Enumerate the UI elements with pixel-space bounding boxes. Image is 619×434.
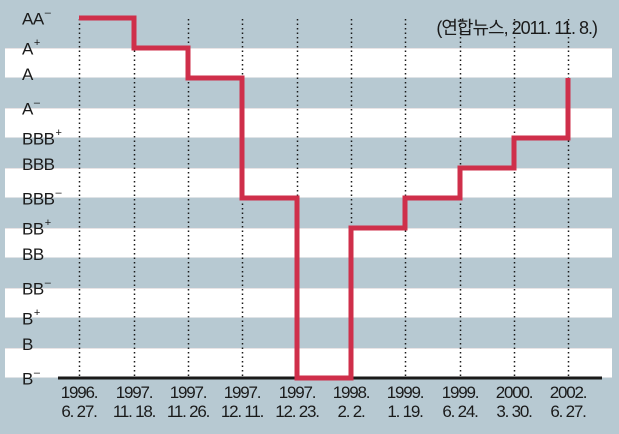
y-tick-label: A+: [22, 36, 40, 59]
y-tick-base: A: [22, 65, 33, 84]
y-tick-label: BB: [22, 246, 44, 264]
y-tick-label: BB–: [22, 276, 51, 299]
band: [5, 348, 612, 378]
y-tick-modifier: –: [55, 187, 62, 199]
y-tick-label: A: [22, 66, 33, 84]
x-tick-label: 2002. 6. 27.: [549, 383, 588, 421]
source-annotation: (연합뉴스, 2011. 11. 8.): [436, 18, 598, 38]
y-tick-base: BBB: [22, 155, 55, 174]
y-tick-base: BBB: [22, 129, 55, 149]
y-tick-modifier: –: [44, 7, 51, 19]
y-tick-base: BBB: [22, 189, 55, 209]
band: [5, 288, 612, 318]
y-tick-base: B: [22, 335, 33, 354]
x-tick-label: 1997. 11. 26.: [166, 383, 211, 421]
y-tick-base: B: [22, 309, 33, 329]
y-tick-label: BBB+: [22, 126, 62, 149]
y-tick-modifier: +: [33, 37, 40, 49]
y-tick-label: BBB: [22, 156, 55, 174]
y-tick-base: AA: [22, 9, 44, 29]
y-tick-label: B–: [22, 366, 40, 389]
y-tick-modifier: –: [44, 277, 51, 289]
y-tick-label: A–: [22, 96, 40, 119]
y-tick-modifier: +: [44, 217, 51, 229]
y-tick-modifier: +: [55, 127, 62, 139]
y-tick-label: BBB–: [22, 186, 62, 209]
x-tick-label: 1997. 11. 18.: [112, 383, 157, 421]
x-tick-label: 1999. 1. 19.: [386, 383, 425, 421]
y-tick-label: AA–: [22, 6, 51, 29]
y-tick-label: B+: [22, 306, 40, 329]
band: [5, 48, 612, 78]
band: [5, 228, 612, 258]
y-tick-base: BB: [22, 279, 44, 299]
x-tick-label: 1999. 6. 24.: [441, 383, 480, 421]
band: [5, 168, 612, 198]
x-tick-label: 1997. 12. 23.: [275, 383, 320, 421]
y-tick-modifier: –: [33, 367, 40, 379]
x-tick-label: 1996. 6. 27.: [60, 383, 99, 421]
y-tick-base: BB: [22, 245, 44, 264]
y-tick-modifier: +: [33, 307, 40, 319]
x-tick-label: 1998. 2. 2.: [332, 383, 371, 421]
x-tick-label: 2000. 3. 30.: [495, 383, 534, 421]
band: [5, 108, 612, 138]
y-tick-modifier: –: [33, 97, 40, 109]
rating-step-line: [79, 15, 571, 381]
y-tick-base: BB: [22, 219, 44, 239]
y-tick-base: B: [22, 369, 33, 389]
x-tick-label: 1997. 12. 11.: [220, 383, 265, 421]
y-tick-label: B: [22, 336, 33, 354]
y-tick-base: A: [22, 39, 33, 59]
y-tick-base: A: [22, 99, 33, 119]
y-tick-label: BB+: [22, 216, 51, 239]
